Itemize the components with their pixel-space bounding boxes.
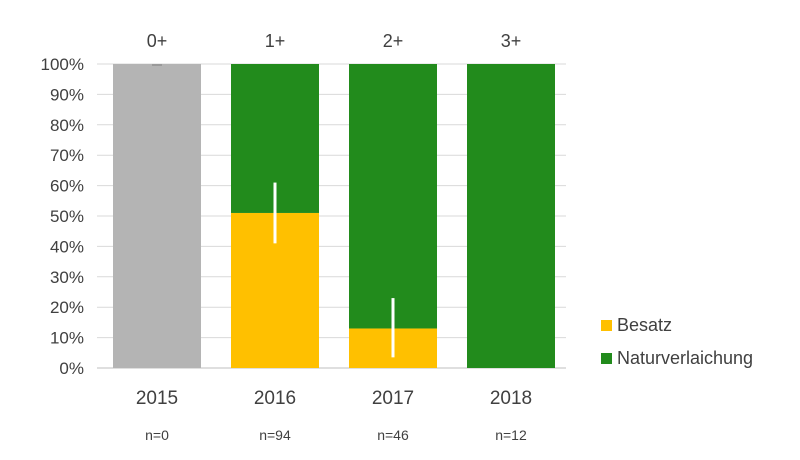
y-tick-label: 0% — [59, 359, 84, 378]
x-tick-label: 2015 — [136, 388, 178, 409]
legend-swatch-naturverlaichung — [601, 353, 612, 364]
sample-size-label: n=46 — [377, 427, 409, 443]
y-tick-label: 100% — [41, 55, 84, 74]
bars — [113, 64, 555, 368]
sample-size-label: n=12 — [495, 427, 527, 443]
x-tick-label: 2016 — [254, 388, 296, 409]
age-class-label: 0+ — [147, 31, 168, 51]
legend: Besatz Naturverlaichung — [601, 315, 753, 368]
bar-naturverlaichung-2017 — [349, 64, 437, 329]
legend-label: Besatz — [617, 315, 672, 335]
age-class-label: 1+ — [265, 31, 286, 51]
error-bars — [273, 182, 395, 358]
legend-label: Naturverlaichung — [617, 348, 753, 368]
y-tick-label: 20% — [50, 298, 84, 317]
y-axis-ticks: 0% 10% 20% 30% 40% 50% 60% 70% 80% 90% 100% — [41, 55, 84, 378]
x-axis-labels: 0+ 2015 n=0 1+ 2016 n=94 2+ 2017 n=46 3+ 2018 n=12 — [136, 31, 532, 443]
legend-swatch-besatz — [601, 320, 612, 331]
y-tick-label: 40% — [50, 237, 84, 256]
y-tick-label: 80% — [50, 116, 84, 135]
y-tick-label: 90% — [50, 85, 84, 104]
y-tick-label: 70% — [50, 146, 84, 165]
y-tick-label: 10% — [50, 329, 84, 348]
bar-placeholder-2015 — [113, 64, 201, 368]
sample-size-label: n=0 — [145, 427, 169, 443]
age-class-label: 3+ — [501, 31, 522, 51]
sample-size-label: n=94 — [259, 427, 291, 443]
x-tick-label: 2018 — [490, 388, 532, 409]
age-class-label: 2+ — [383, 31, 404, 51]
y-tick-label: 50% — [50, 207, 84, 226]
y-tick-label: 60% — [50, 177, 84, 196]
y-tick-label: 30% — [50, 268, 84, 287]
x-tick-label: 2017 — [372, 388, 414, 409]
bar-naturverlaichung-2018 — [467, 64, 555, 368]
